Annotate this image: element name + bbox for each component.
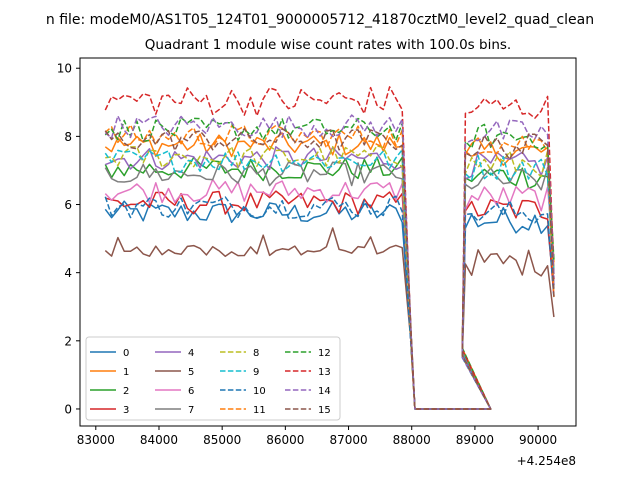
y-tick-label: 4 bbox=[64, 266, 72, 280]
y-tick-label: 8 bbox=[64, 130, 72, 144]
series-layer bbox=[104, 86, 555, 410]
y-axis: 0 2 4 6 8 10 bbox=[57, 62, 80, 416]
legend-label: 5 bbox=[188, 367, 194, 378]
legend-label: 11 bbox=[253, 405, 266, 416]
y-tick-label: 0 bbox=[64, 402, 72, 416]
legend-label: 8 bbox=[253, 348, 259, 359]
y-tick-label: 6 bbox=[64, 198, 72, 212]
legend-label: 1 bbox=[123, 367, 129, 378]
series-line-1 bbox=[104, 132, 555, 410]
series-line-10 bbox=[104, 195, 555, 410]
legend-label: 12 bbox=[318, 348, 331, 359]
x-tick-label: 85000 bbox=[203, 433, 241, 447]
x-tick-label: 83000 bbox=[77, 433, 115, 447]
legend-label: 6 bbox=[188, 386, 194, 397]
legend-label: 15 bbox=[318, 405, 331, 416]
series-line-3 bbox=[105, 190, 555, 410]
series-line-12 bbox=[104, 116, 555, 410]
legend-box bbox=[85, 336, 341, 421]
x-tick-label: 88000 bbox=[393, 433, 431, 447]
y-tick-label: 10 bbox=[57, 62, 72, 76]
plot-frame bbox=[79, 57, 577, 427]
legend-label: 10 bbox=[253, 386, 266, 397]
legend-label: 13 bbox=[318, 367, 331, 378]
x-tick-label: 90000 bbox=[519, 433, 557, 447]
x-tick-label: 89000 bbox=[456, 433, 494, 447]
figure-suptitle: n file: modeM0/AS1T05_124T01_9000005712_… bbox=[46, 12, 594, 28]
x-tick-label: 86000 bbox=[266, 433, 304, 447]
series-line-5 bbox=[104, 227, 555, 410]
legend-label: 0 bbox=[123, 348, 129, 359]
x-axis: 83000 84000 85000 86000 87000 88000 89000 90000 bbox=[77, 426, 557, 447]
legend-label: 2 bbox=[123, 386, 129, 397]
x-offset-label: +4.254e8 bbox=[517, 454, 576, 468]
legend-label: 3 bbox=[123, 405, 129, 416]
legend-label: 4 bbox=[188, 348, 194, 359]
legend-label: 7 bbox=[188, 405, 194, 416]
series-line-8 bbox=[105, 144, 555, 410]
series-line-9 bbox=[104, 149, 555, 410]
legend-label: 14 bbox=[318, 386, 331, 397]
y-tick-label: 2 bbox=[64, 334, 72, 348]
chart-title: Quadrant 1 module wise count rates with … bbox=[145, 37, 511, 53]
series-line-13 bbox=[104, 86, 555, 410]
series-line-6 bbox=[104, 178, 555, 410]
legend-label: 9 bbox=[253, 367, 259, 378]
series-line-2 bbox=[104, 156, 555, 410]
series-line-4 bbox=[105, 146, 555, 410]
x-tick-label: 87000 bbox=[329, 433, 367, 447]
x-tick-label: 84000 bbox=[140, 433, 178, 447]
series-line-15 bbox=[104, 127, 555, 410]
series-line-0 bbox=[104, 200, 555, 410]
series-line-11 bbox=[104, 124, 555, 410]
